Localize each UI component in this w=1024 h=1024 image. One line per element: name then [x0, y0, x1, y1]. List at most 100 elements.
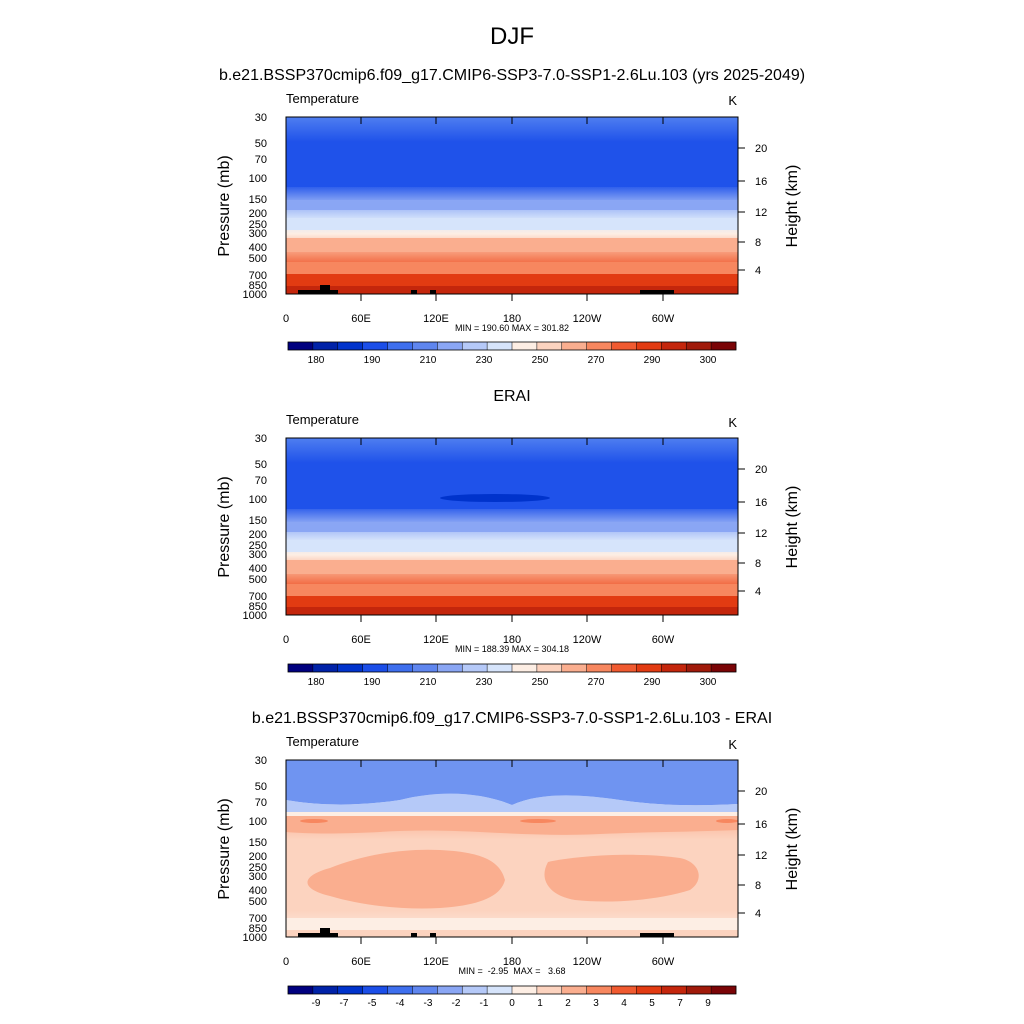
variable-label: Temperature [286, 734, 359, 749]
band-surface [286, 607, 738, 615]
x-tick-label: 180 [503, 634, 521, 646]
x-tick-label: 60W [652, 313, 675, 325]
panel-title: b.e21.BSSP370cmip6.f09_g17.CMIP6-SSP3-7.… [252, 710, 772, 727]
units-label: K [728, 415, 737, 430]
y-tick-label: 1000 [243, 932, 267, 944]
colorbar-label: 250 [532, 677, 549, 688]
colorbar-swatch [661, 664, 687, 672]
colorbar-swatch [536, 342, 563, 350]
colorbar-label: 190 [364, 677, 381, 688]
y-tick-label: 1000 [243, 289, 267, 301]
colorbar-swatch [312, 986, 339, 994]
colorbar-swatch [561, 986, 587, 994]
y-axis-title: Pressure (mb) [216, 798, 233, 899]
colorbar-swatch [487, 986, 513, 994]
colorbar-label: 4 [621, 998, 627, 1009]
colorbar-swatch [387, 986, 413, 994]
y-tick-label: 850 [249, 601, 267, 613]
y-axis-title: Pressure (mb) [216, 476, 233, 577]
stats-label: MIN = 190.60 MAX = 301.82 [455, 323, 569, 333]
y-tick-label: 300 [249, 871, 267, 883]
y-tick-label: 30 [255, 433, 267, 445]
contour-warm-core [716, 819, 738, 823]
x-tick-label: 180 [503, 956, 521, 968]
topography [411, 933, 417, 937]
y2-tick-label: 16 [755, 497, 767, 509]
colorbar-swatch [462, 342, 488, 350]
colorbar-label: -7 [340, 998, 349, 1009]
contour-warm-tropopause [286, 816, 738, 835]
y-tick-label: 850 [249, 923, 267, 935]
colorbar-label: -2 [452, 998, 461, 1009]
variable-label: Temperature [286, 91, 359, 106]
colorbar-swatch [711, 664, 737, 672]
y-tick-label: 30 [255, 112, 267, 124]
colorbar-swatch [337, 664, 363, 672]
colorbar [287, 341, 737, 351]
y-tick-label: 100 [249, 494, 267, 506]
colorbar-label: 180 [308, 677, 325, 688]
colorbar-swatch [536, 664, 563, 672]
colorbar-label: 230 [476, 677, 493, 688]
y2-tick-label: 20 [755, 464, 767, 476]
topography [430, 933, 436, 937]
topography [320, 928, 330, 937]
band-boundary-layer [286, 596, 738, 607]
colorbar-swatch [586, 342, 612, 350]
band-stratosphere [286, 147, 738, 187]
band-mid-troposphere [286, 238, 738, 252]
colorbar-swatch [362, 986, 388, 994]
y2-tick-label: 8 [755, 880, 761, 892]
y-tick-label: 500 [249, 574, 267, 586]
colorbar-label: 5 [649, 998, 655, 1009]
colorbar-swatch [362, 342, 388, 350]
colorbar-label: -9 [312, 998, 321, 1009]
colorbar-label: 230 [476, 355, 493, 366]
colorbar-label: -1 [480, 998, 489, 1009]
y-tick-label: 200 [249, 208, 267, 220]
y2-tick-label: 12 [755, 528, 767, 540]
contour-blue-edge [286, 793, 738, 812]
colorbar-swatch [611, 664, 637, 672]
y2-tick-label: 4 [755, 908, 761, 920]
colorbar-swatch [636, 986, 662, 994]
y-tick-label: 400 [249, 563, 267, 575]
y2-axis: 20 16 12 8 4 [738, 464, 767, 598]
panel-model: b.e21.BSSP370cmip6.f09_g17.CMIP6-SSP3-7.… [216, 67, 805, 366]
topography [320, 285, 330, 294]
band-stratosphere [286, 473, 738, 509]
colorbar-swatch [487, 664, 513, 672]
colorbar-swatch [412, 986, 438, 994]
topography [640, 290, 674, 294]
band-upper-troposphere [286, 540, 738, 552]
colorbar-label: 270 [588, 677, 605, 688]
x-axis: 0 60E 120E 180 120W 60W [283, 760, 675, 968]
cold-tropopause-core [440, 494, 550, 502]
units-label: K [728, 737, 737, 752]
y-tick-label: 70 [255, 154, 267, 166]
panel-difference: b.e21.BSSP370cmip6.f09_g17.CMIP6-SSP3-7.… [216, 710, 801, 1009]
y-tick-label: 200 [249, 851, 267, 863]
colorbar-swatch [288, 664, 314, 672]
y-tick-label: 50 [255, 138, 267, 150]
colorbar-swatch [711, 342, 737, 350]
topography [411, 290, 417, 294]
colorbar-swatch [661, 986, 687, 994]
colorbar-label: 2 [565, 998, 571, 1009]
colorbar-swatch [611, 986, 637, 994]
topography [298, 933, 338, 937]
y2-axis: 20 16 12 8 4 [738, 143, 767, 277]
x-tick-label: 60W [652, 956, 675, 968]
contour-field [286, 760, 738, 937]
topography [430, 290, 436, 294]
contour-field [286, 117, 738, 294]
x-tick-label: 120W [573, 313, 602, 325]
y-tick-label: 30 [255, 755, 267, 767]
band-boundary-layer [286, 274, 738, 286]
contour-zero [286, 812, 738, 816]
y2-axis-title: Height (km) [784, 486, 801, 569]
y-tick-label: 150 [249, 837, 267, 849]
y2-tick-label: 16 [755, 176, 767, 188]
colorbar-swatch [337, 342, 363, 350]
contour-warm-midtroposphere [544, 854, 699, 902]
